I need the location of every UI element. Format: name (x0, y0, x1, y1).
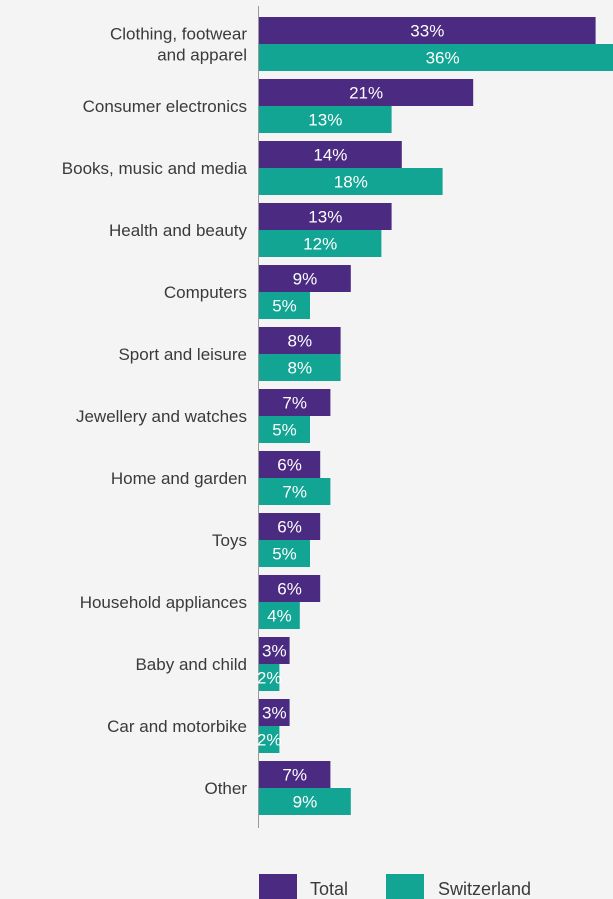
data-label: 6% (277, 580, 302, 599)
data-label: 14% (313, 146, 347, 165)
data-label: 2% (257, 669, 282, 688)
category-label: Household appliances (80, 593, 247, 612)
data-label: 3% (262, 704, 287, 723)
category-labels: Clothing, footwear and apparel Consumer el… (62, 25, 248, 799)
bar-total (259, 79, 474, 106)
bar-total (259, 513, 321, 540)
category-label: Jewellery and watches (76, 407, 247, 426)
bar-switzerland (259, 788, 351, 815)
data-label: 5% (272, 297, 297, 316)
category-label: Consumer electronics (83, 97, 247, 116)
bar-switzerland (259, 292, 310, 319)
category-label: Computers (164, 283, 247, 302)
data-label: 21% (349, 84, 383, 103)
category-label: Other (204, 779, 247, 798)
bar-switzerland (259, 354, 341, 381)
bar-total (259, 327, 341, 354)
bar-total (259, 265, 351, 292)
category-label: Sport and leisure (118, 345, 247, 364)
bar-total (259, 451, 321, 478)
data-label: 9% (293, 793, 318, 812)
data-label: 5% (272, 545, 297, 564)
data-label: 3% (262, 642, 287, 661)
data-label: 36% (426, 49, 460, 68)
bar-total (259, 575, 321, 602)
legend-swatch (259, 874, 297, 899)
data-label: 12% (303, 235, 337, 254)
legend: Total Switzerland (259, 874, 531, 899)
data-label: 33% (410, 22, 444, 41)
data-label: 7% (282, 483, 307, 502)
bar-switzerland (259, 602, 300, 629)
data-label: 13% (308, 208, 342, 227)
bar-switzerland (259, 44, 613, 71)
data-label: 5% (272, 421, 297, 440)
bar-switzerland (259, 726, 280, 753)
bar-total (259, 389, 331, 416)
data-label: 4% (267, 607, 292, 626)
legend-label: Total (310, 879, 348, 899)
category-label: Baby and child (135, 655, 247, 674)
bar-total (259, 141, 402, 168)
data-label: 2% (257, 731, 282, 750)
category-label: Health and beauty (109, 221, 247, 240)
data-label: 6% (277, 456, 302, 475)
data-label: 8% (288, 332, 313, 351)
data-label: 18% (334, 173, 368, 192)
legend-label: Switzerland (438, 879, 531, 899)
bar-switzerland (259, 106, 392, 133)
bar-switzerland (259, 540, 310, 567)
data-label: 6% (277, 518, 302, 537)
bars-layer: 33% 36% 21% 13% 14% 18% 13% 12% 9% 5% 8% 8% 7% 5% 6% 7%… (257, 17, 613, 815)
category-label: Home and garden (111, 469, 247, 488)
data-label: 9% (293, 270, 318, 289)
legend-swatch (386, 874, 424, 899)
data-label: 7% (282, 766, 307, 785)
category-label: Car and motorbike (107, 717, 247, 736)
bar-total (259, 637, 290, 664)
bar-total (259, 761, 331, 788)
bar-switzerland (259, 478, 331, 505)
bar-switzerland (259, 168, 443, 195)
bar-switzerland (259, 664, 280, 691)
category-label: and apparel (157, 46, 247, 65)
category-label: Books, music and media (62, 159, 248, 178)
category-label: Clothing, footwear (110, 25, 247, 44)
bar-total (259, 17, 596, 44)
bar-switzerland (259, 416, 310, 443)
data-label: 8% (288, 359, 313, 378)
data-label: 7% (282, 394, 307, 413)
data-label: 13% (308, 111, 342, 130)
bar-total (259, 699, 290, 726)
category-label: Toys (212, 531, 247, 550)
bar-total (259, 203, 392, 230)
bar-switzerland (259, 230, 382, 257)
